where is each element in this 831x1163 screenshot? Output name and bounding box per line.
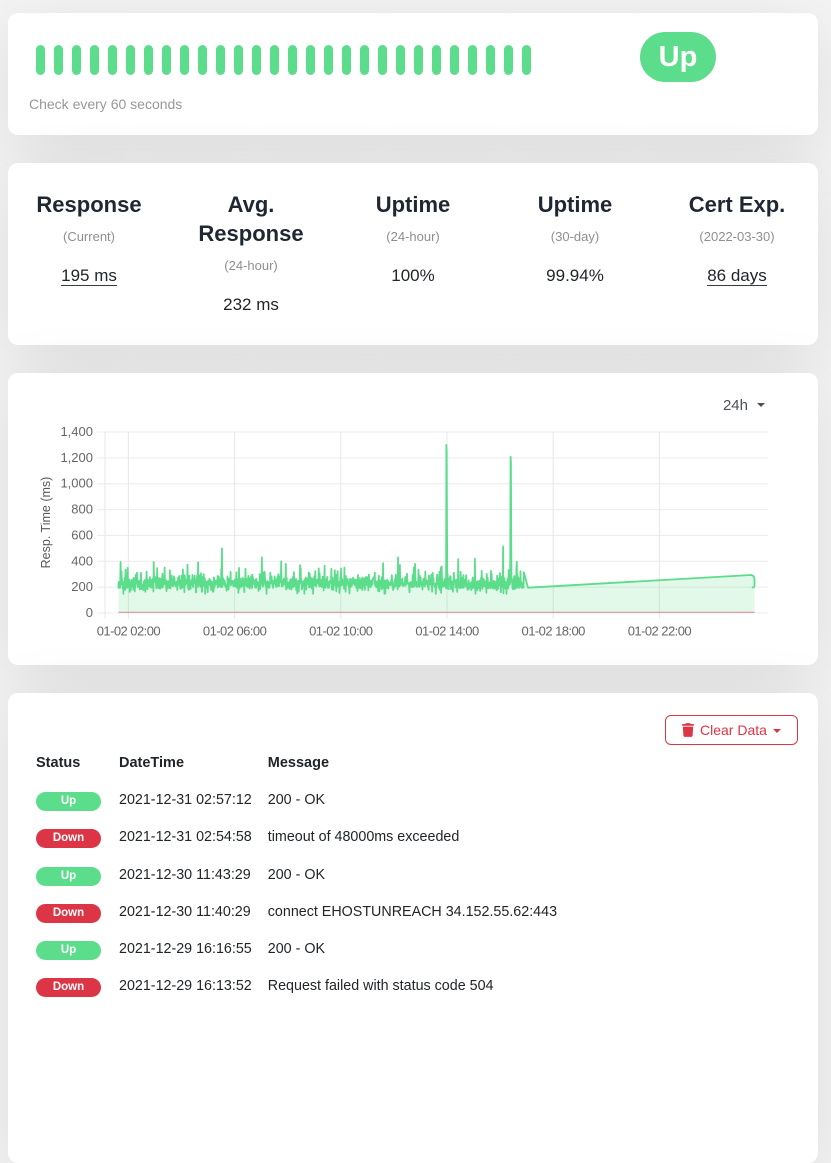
svg-text:0: 0 [86,605,93,620]
svg-text:600: 600 [71,527,93,542]
svg-text:Resp. Time (ms): Resp. Time (ms) [39,477,53,569]
svg-text:1,400: 1,400 [60,424,93,439]
svg-text:01-02 18:00: 01-02 18:00 [522,624,586,639]
svg-text:1,200: 1,200 [60,450,93,465]
svg-text:800: 800 [71,502,93,517]
svg-text:01-02 06:00: 01-02 06:00 [203,624,267,639]
svg-text:200: 200 [71,579,93,594]
svg-text:01-02 14:00: 01-02 14:00 [415,624,479,639]
svg-text:01-02 10:00: 01-02 10:00 [309,624,373,639]
svg-text:400: 400 [71,553,93,568]
svg-text:01-02 22:00: 01-02 22:00 [628,624,692,639]
svg-text:1,000: 1,000 [60,476,93,491]
svg-text:01-02 02:00: 01-02 02:00 [97,624,161,639]
